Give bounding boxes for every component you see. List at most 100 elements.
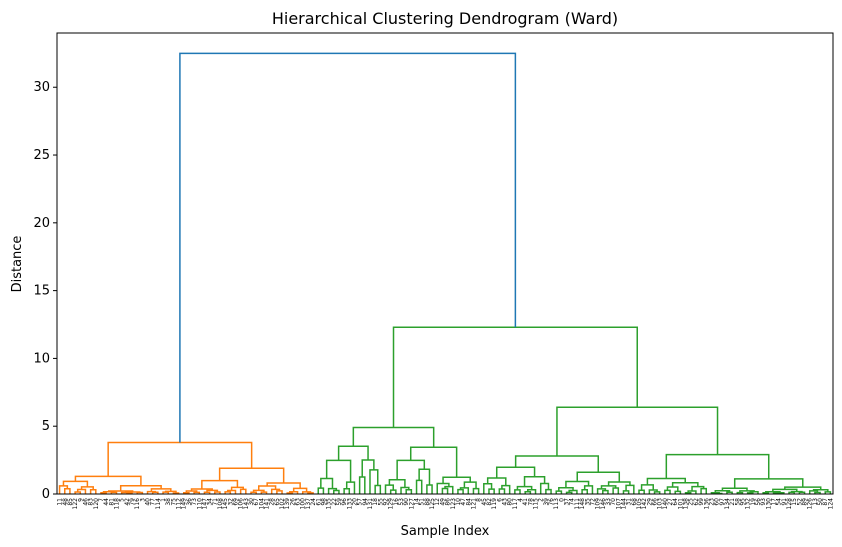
leaf-label: 29 [646,498,653,506]
leaf-label: 76 [548,498,555,506]
leaf-label: 53 [398,498,405,506]
leaf-label: 58 [734,498,741,506]
dendrogram-link [459,487,470,494]
dendrogram-links [58,52,832,495]
dendrogram-link [498,488,506,494]
leaf-label: 13 [812,498,819,506]
dendrogram-link [369,469,379,494]
leaf-label: 80 [507,498,514,506]
dendrogram-link [714,489,731,493]
dendrogram-link [674,490,682,494]
leaf-label: 2 [538,498,545,502]
leaf-label: 27 [667,498,674,506]
dendrogram-link [721,487,748,491]
dendrogram-link [74,491,82,494]
leaf-label: 148 [579,498,586,510]
dendrogram-link [320,477,334,489]
dendrogram-link [581,489,589,494]
dendrogram-link [337,445,369,461]
dendrogram-link [700,487,708,494]
leaf-label: 90 [403,498,410,506]
leaf-label: 86 [445,498,452,506]
dendrogram-link [80,486,94,490]
leaf-label: 87 [822,498,829,506]
leaf-label: 123 [450,498,457,510]
dendrogram-link [814,491,821,494]
leaf-label: 106 [238,498,245,510]
dendrogram-link [441,487,449,494]
dendrogram-link [74,475,142,486]
leaf-label: 23 [708,498,715,506]
leaf-label: 36 [186,498,193,506]
dendrogram-link [684,492,692,494]
leaf-label: 59 [336,498,343,506]
leaf-label: 25 [688,498,695,506]
leaf-label: 101 [677,498,684,510]
dendrogram-link [343,487,351,494]
dendrogram-link [150,488,172,492]
leaf-label: 54 [776,498,783,506]
leaf-label: 131 [367,498,374,510]
dendrogram-link [317,487,325,494]
leaf-label: 52 [796,498,803,506]
leaf-label: 79 [129,498,136,506]
dendrogram-link [400,486,410,494]
dendrogram-link [576,471,621,482]
dendrogram-link [691,485,705,491]
leaf-label: 33 [605,498,612,506]
dendrogram-link [625,484,635,494]
leaf-label: 69 [232,498,239,506]
dendrogram-link [64,487,71,494]
leaf-label: 18 [372,498,379,506]
dendrogram-link [327,487,338,494]
dendrogram-link [389,489,397,494]
leaf-label: 102 [279,498,286,510]
leaf-label: 56 [755,498,762,506]
leaf-label: 120 [93,498,100,510]
dendrogram-link [392,326,638,428]
leaf-label: 141 [264,498,271,510]
dendrogram-link [463,481,477,489]
dendrogram-link [270,488,281,494]
leaf-label: 139 [284,498,291,510]
dendrogram-link [345,481,356,494]
dendrogram-link [640,484,654,491]
leaf-label: 115 [533,498,540,510]
leaf-label: 111 [574,498,581,510]
dendrogram-link [62,480,89,487]
dendrogram-link [607,481,631,486]
leaf-label: 63 [295,498,302,506]
leaf-label: 64 [672,498,679,506]
leaf-label: 144 [620,498,627,510]
leaf-label: 49 [439,498,446,506]
leaf-label: 100 [300,498,307,510]
dendrogram-link [687,490,697,494]
dendrogram-link [230,486,244,491]
dendrogram-link [602,489,609,494]
dendrogram-link [501,484,511,494]
leaf-label: 114 [155,498,162,510]
y-tick-label: 5 [42,419,50,434]
dendrogram-link [162,491,169,494]
dendrogram-link [110,491,118,494]
dendrogram-link [565,491,573,494]
dendrogram-link [762,492,770,494]
leaf-label: 113 [553,498,560,510]
dendrogram-link [151,491,159,494]
dendrogram-link [784,486,822,490]
leaf-label: 83 [88,498,95,506]
leaf-label: 132 [745,498,752,510]
leaf-label: 48 [62,498,69,506]
dendrogram-link [524,490,532,494]
dendrogram-link [583,485,594,494]
dendrogram-link [483,482,493,494]
leaf-label: 47 [460,498,467,506]
dendrogram-link [514,455,600,473]
dendrogram-link [266,482,301,489]
dendrogram-link [565,480,590,488]
leaf-label: 22 [331,498,338,506]
dendrogram-link [374,484,382,494]
dendrogram-link [457,488,464,494]
leaf-label: 82 [486,498,493,506]
